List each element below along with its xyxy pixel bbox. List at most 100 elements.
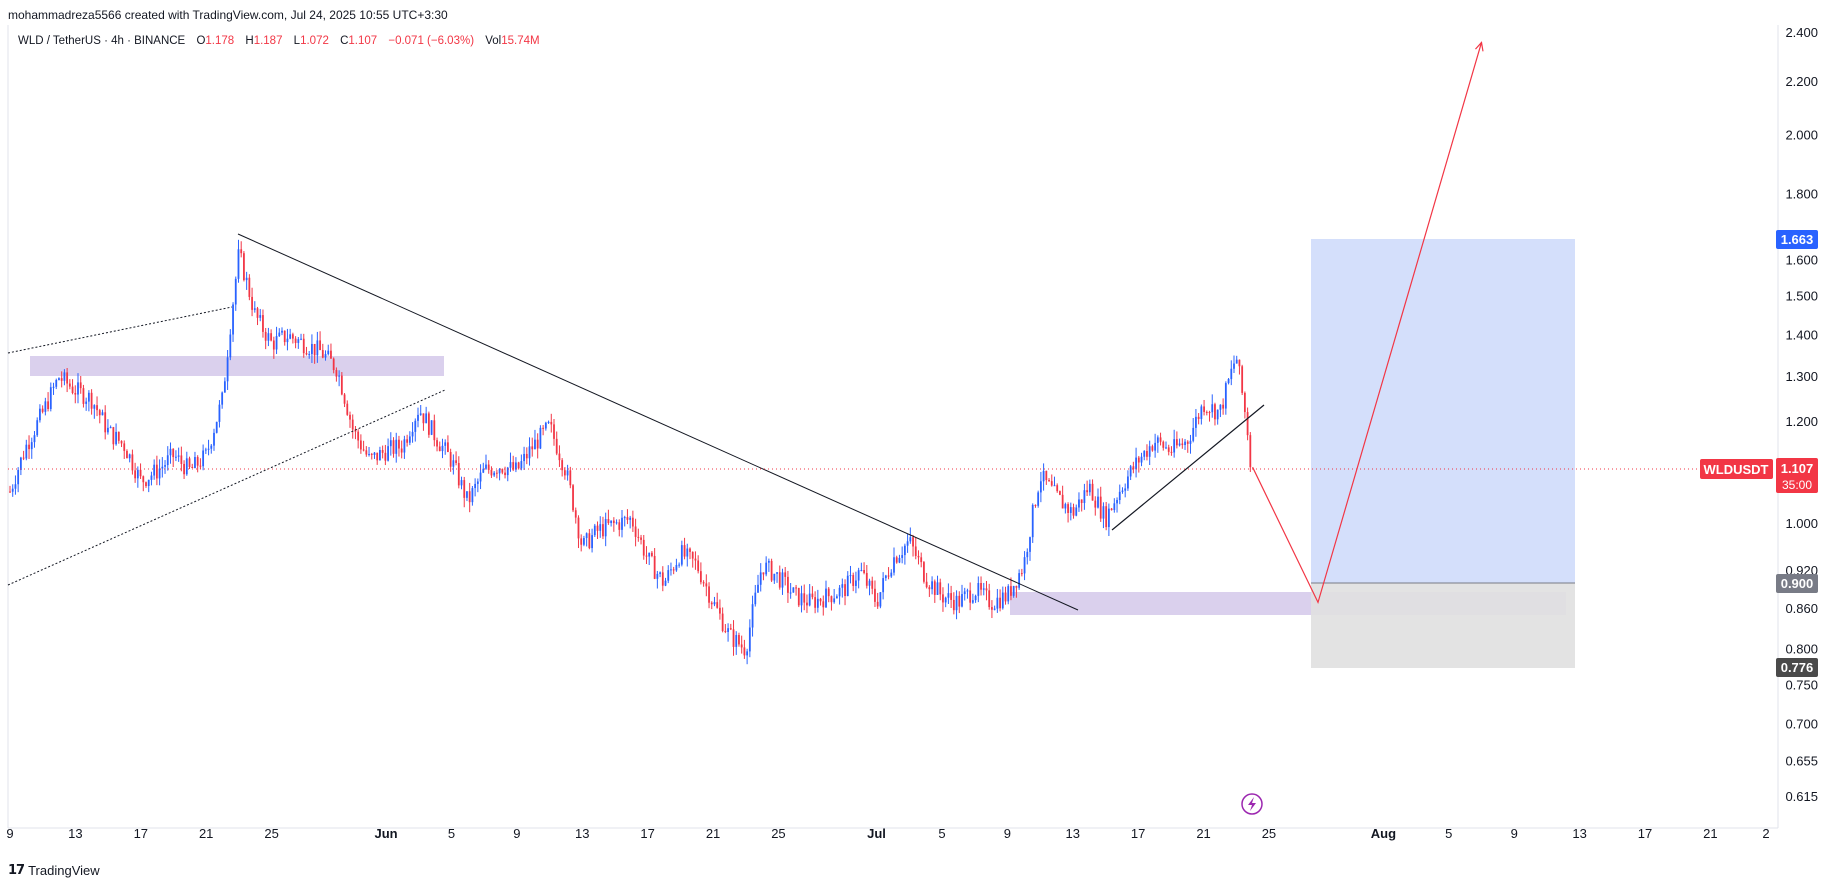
candle-body bbox=[77, 382, 79, 395]
candle-body bbox=[139, 469, 142, 477]
candle-body bbox=[732, 629, 735, 647]
candle-body bbox=[245, 277, 248, 281]
candle-body bbox=[555, 438, 558, 454]
candle-body bbox=[525, 453, 528, 459]
candle-body bbox=[1173, 439, 1176, 453]
candle-body bbox=[1146, 450, 1148, 457]
candle-body bbox=[724, 630, 727, 632]
candle-body bbox=[740, 644, 743, 648]
stop-box[interactable] bbox=[1311, 583, 1575, 668]
candle-body bbox=[79, 382, 82, 389]
candle-body bbox=[1053, 485, 1056, 487]
tradingview-footer[interactable]: 𝟭𝟳 TradingView bbox=[8, 862, 100, 878]
candle-body bbox=[1110, 508, 1113, 511]
descending-trendline[interactable] bbox=[237, 233, 1079, 611]
candle-body bbox=[952, 599, 955, 611]
candle-body bbox=[452, 460, 455, 467]
candle-body bbox=[871, 580, 874, 589]
candle-body bbox=[313, 343, 316, 356]
candle-body bbox=[969, 590, 972, 603]
candle-body bbox=[1205, 411, 1208, 413]
candle-body bbox=[738, 635, 740, 645]
candle-body bbox=[281, 330, 283, 333]
target-box[interactable] bbox=[1311, 239, 1575, 583]
wedge-upper-line[interactable] bbox=[7, 306, 233, 354]
candle-body bbox=[988, 590, 991, 608]
candle-body bbox=[1224, 383, 1227, 409]
candle-body bbox=[1067, 504, 1069, 513]
candle-body bbox=[563, 470, 566, 476]
candle-body bbox=[128, 454, 131, 459]
candle-body bbox=[602, 524, 604, 537]
candle-body bbox=[1162, 441, 1165, 448]
candle-body bbox=[694, 558, 697, 561]
candle-body bbox=[1113, 503, 1116, 511]
candle-body bbox=[74, 393, 77, 395]
candle-body bbox=[63, 372, 66, 381]
candle-body bbox=[898, 557, 901, 563]
symbol-price-label: WLDUSDT bbox=[1700, 459, 1773, 479]
candle-body bbox=[1175, 439, 1178, 446]
candle-body bbox=[142, 476, 145, 483]
price-tick-label: 1.800 bbox=[1785, 186, 1818, 201]
candle-body bbox=[49, 387, 52, 409]
candle-body bbox=[612, 520, 615, 524]
candle-body bbox=[778, 572, 781, 588]
candle-body bbox=[305, 353, 308, 355]
candle-body bbox=[47, 401, 49, 409]
candle-body bbox=[838, 587, 841, 597]
candle-body bbox=[1083, 490, 1086, 503]
candle-body bbox=[523, 453, 525, 462]
candle-body bbox=[1170, 451, 1173, 453]
candle-body bbox=[175, 456, 177, 458]
candle-body bbox=[544, 422, 547, 429]
candle-body bbox=[1018, 573, 1021, 588]
candle-body bbox=[558, 453, 561, 461]
candle-body bbox=[17, 470, 20, 485]
candle-body bbox=[610, 520, 613, 524]
candle-body bbox=[670, 569, 672, 571]
candle-body bbox=[58, 378, 60, 380]
candle-body bbox=[1097, 496, 1099, 508]
candle-body bbox=[52, 386, 55, 388]
candle-body bbox=[1154, 442, 1157, 451]
projection-path[interactable] bbox=[1252, 42, 1483, 605]
candle-body bbox=[319, 340, 321, 351]
candle-body bbox=[985, 588, 988, 591]
price-axis[interactable]: 2.400 2.200 2.000 1.800 1.600 1.500 1.400 1.300… bbox=[1785, 25, 1818, 804]
time-tick-label: Aug bbox=[1371, 826, 1396, 841]
candle-body bbox=[631, 517, 634, 527]
candle-body bbox=[422, 413, 425, 424]
candle-body bbox=[340, 375, 343, 395]
candle-body bbox=[884, 575, 887, 579]
candle-body bbox=[346, 403, 349, 415]
candle-body bbox=[1203, 406, 1205, 412]
candle-body bbox=[275, 336, 278, 350]
candle-body bbox=[933, 581, 936, 595]
candle-body bbox=[278, 332, 281, 337]
time-axis[interactable]: 9 13 17 21 25 Jun 5 9 13 17 21 25 Jul 5 9 13 17 21 25 Aug 5 9… bbox=[6, 826, 1769, 841]
price-tick-label: 1.000 bbox=[1785, 516, 1818, 531]
candle-body bbox=[357, 431, 360, 441]
candle-body bbox=[770, 560, 773, 581]
candle-body bbox=[267, 333, 270, 341]
candle-body bbox=[667, 570, 670, 581]
candle-body bbox=[253, 308, 256, 310]
wedge-lower-line[interactable] bbox=[7, 389, 446, 586]
candle-body bbox=[792, 587, 795, 593]
candle-body bbox=[882, 578, 885, 593]
candle-body bbox=[939, 582, 942, 595]
candle-body bbox=[874, 588, 876, 602]
candle-body bbox=[980, 583, 982, 590]
rising-support-line[interactable] bbox=[1111, 404, 1265, 531]
candle-body bbox=[490, 469, 493, 476]
candle-body bbox=[243, 253, 245, 281]
candle-body bbox=[351, 419, 354, 430]
candle-body bbox=[455, 460, 457, 463]
candle-body bbox=[66, 372, 69, 384]
supply-zone[interactable] bbox=[30, 356, 444, 376]
candle-body bbox=[36, 420, 39, 436]
price-tick-label: 1.600 bbox=[1785, 253, 1818, 268]
candle-body bbox=[112, 427, 115, 445]
